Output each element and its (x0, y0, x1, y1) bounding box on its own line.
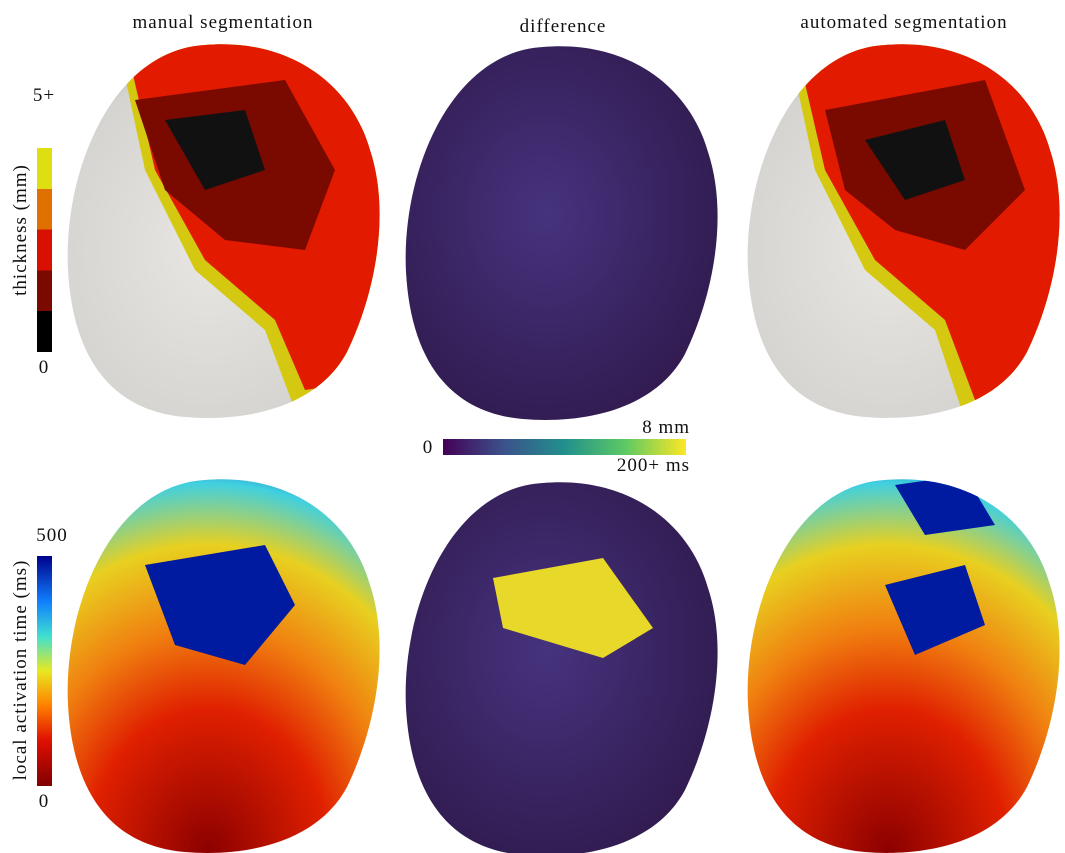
thickness-automated (747, 44, 1060, 418)
thickness-colorbar (37, 148, 52, 352)
thickness-manual (67, 44, 380, 418)
panel-title: difference (520, 16, 607, 37)
activation-colorbar (37, 556, 52, 786)
colorbar-max-label: 8 mm (642, 417, 690, 438)
colorbar-title: thickness (mm) (10, 164, 31, 296)
colorbar-min-label: 0 (39, 791, 50, 812)
panel-title: manual segmentation (133, 12, 314, 33)
colorbar-min-label: 0 (39, 357, 50, 378)
colorbar-title: local activation time (ms) (10, 560, 31, 781)
activation-automated (747, 479, 1060, 853)
colorbar-max-label: 500 (36, 525, 68, 546)
panel-title: automated segmentation (800, 12, 1007, 33)
difference-colorbar (443, 439, 686, 455)
colorbar-max-label: 5+ (33, 85, 55, 106)
activation-manual (67, 479, 380, 853)
colorbar-max-label: 200+ ms (617, 455, 690, 476)
colorbar-min-label: 0 (423, 437, 434, 458)
activation-difference (405, 482, 718, 853)
thickness-difference (405, 46, 718, 420)
